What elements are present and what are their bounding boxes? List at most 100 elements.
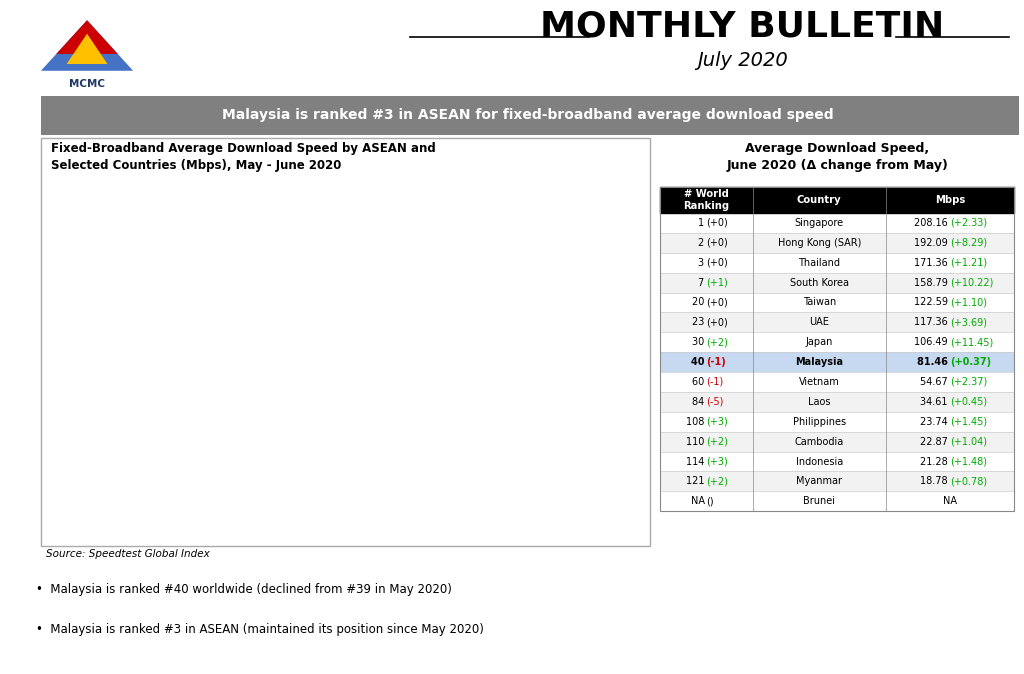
Text: NA: NA [690,496,707,506]
Text: 110: 110 [686,437,707,447]
Text: Malaysia: Malaysia [796,357,843,367]
Bar [423,427,437,468]
Text: 108: 108 [686,417,707,427]
Text: (+3): (+3) [707,456,728,466]
Bar [579,446,593,468]
Text: 20: 20 [692,297,707,307]
Text: 117.36: 117.36 [271,301,278,324]
Text: 81.09: 81.09 [336,350,342,369]
Text: 1: 1 [698,218,707,228]
Text: July 2020: July 2020 [697,51,787,70]
Text: Myanmar: Myanmar [797,477,842,487]
Bar [410,427,423,468]
Bar [98,245,113,468]
Text: (+1.10): (+1.10) [950,297,987,307]
Text: 205.83: 205.83 [63,193,70,217]
Text: 122.59: 122.59 [913,297,950,307]
Text: Thailand: Thailand [798,257,841,268]
Text: 208.16: 208.16 [914,218,950,228]
Text: (+0): (+0) [707,218,728,228]
Bar [384,402,398,468]
Text: Mbps: Mbps [935,195,965,205]
Text: (+0.37): (+0.37) [950,357,991,367]
Text: 121.49: 121.49 [219,297,225,319]
Text: 22.87: 22.87 [505,421,511,439]
Text: UAE: UAE [809,317,829,328]
Text: Vietnam: Vietnam [799,377,840,387]
Text: (+0): (+0) [707,257,728,268]
Text: Laos: Laos [808,397,830,407]
Text: 21.28: 21.28 [920,456,950,466]
Bar [449,441,462,468]
Text: 34.61: 34.61 [427,406,433,425]
Text: N/A: N/A [608,454,614,466]
Text: 113.67: 113.67 [258,306,264,329]
Text: Cambodia: Cambodia [795,437,844,447]
Bar [176,288,190,468]
Text: Country: Country [797,195,842,205]
Text: Average Download Speed,
June 2020 (Δ change from May): Average Download Speed, June 2020 (Δ cha… [726,142,948,172]
Text: Source: Speedtest Global Index: Source: Speedtest Global Index [46,549,210,559]
Text: 23: 23 [692,317,707,328]
Bar [487,442,501,468]
Text: 18.00: 18.00 [569,427,575,446]
Text: (+2): (+2) [707,337,728,347]
Text: 148.57: 148.57 [180,264,186,286]
Text: 95.04: 95.04 [297,333,303,352]
Text: 122.59: 122.59 [232,295,239,318]
Text: 18.78: 18.78 [921,477,950,487]
Text: 60: 60 [692,377,707,387]
Text: Brunei: Brunei [803,496,836,506]
Bar [215,321,229,468]
Text: (+2): (+2) [707,437,728,447]
Bar [74,215,87,468]
Text: Taiwan: Taiwan [803,297,836,307]
Text: N/A: N/A [622,454,628,466]
Text: 54.67: 54.67 [388,381,394,401]
Bar [526,444,540,468]
Text: (+0.78): (+0.78) [950,477,987,487]
Text: Hong Kong (SAR): Hong Kong (SAR) [777,238,861,248]
Text: 23.74: 23.74 [466,419,472,438]
Text: 22.87: 22.87 [920,437,950,447]
Text: 158.79: 158.79 [194,251,200,274]
Text: 192.09: 192.09 [914,238,950,248]
Text: (+8.29): (+8.29) [950,238,987,248]
Text: 23.74: 23.74 [920,417,950,427]
Bar [137,262,152,468]
Text: 18.78: 18.78 [583,425,589,444]
Text: Japan: Japan [806,337,833,347]
Text: 3: 3 [698,257,707,268]
Text: 106.49: 106.49 [310,315,316,338]
Text: (+0.45): (+0.45) [950,397,987,407]
Text: 2: 2 [698,238,707,248]
Bar [152,260,165,468]
Bar [332,370,346,468]
Text: Fixed-Broadband Average Download Speed by ASEAN and
Selected Countries (Mbps), M: Fixed-Broadband Average Download Speed b… [51,142,436,172]
Text: 170.15: 170.15 [141,237,147,260]
Text: 208.16: 208.16 [77,191,83,214]
Text: 22.29: 22.29 [453,421,459,440]
Text: (+11.45): (+11.45) [950,337,993,347]
Bar [565,447,579,468]
Bar [307,339,321,468]
Text: (+2.33): (+2.33) [950,218,987,228]
Text: (+1): (+1) [707,278,728,288]
Text: 114: 114 [686,456,707,466]
Bar [371,405,384,468]
Bar [345,369,359,468]
Text: 34.16: 34.16 [414,407,420,426]
Legend: May, June: May, June [586,164,639,199]
Text: (+0): (+0) [707,297,728,307]
Text: 34.61: 34.61 [921,397,950,407]
Text: •  Malaysia is ranked #3 in ASEAN (maintained its position since May 2020): • Malaysia is ranked #3 in ASEAN (mainta… [36,623,483,636]
Text: 7: 7 [698,278,707,288]
Text: 84: 84 [692,397,707,407]
Text: (+1.48): (+1.48) [950,456,987,466]
Text: (+0): (+0) [707,317,728,328]
Bar [254,330,268,468]
Text: 106.49: 106.49 [914,337,950,347]
Text: (): () [707,496,714,506]
Text: 183.80: 183.80 [102,220,109,244]
Text: Indonesia: Indonesia [796,456,843,466]
